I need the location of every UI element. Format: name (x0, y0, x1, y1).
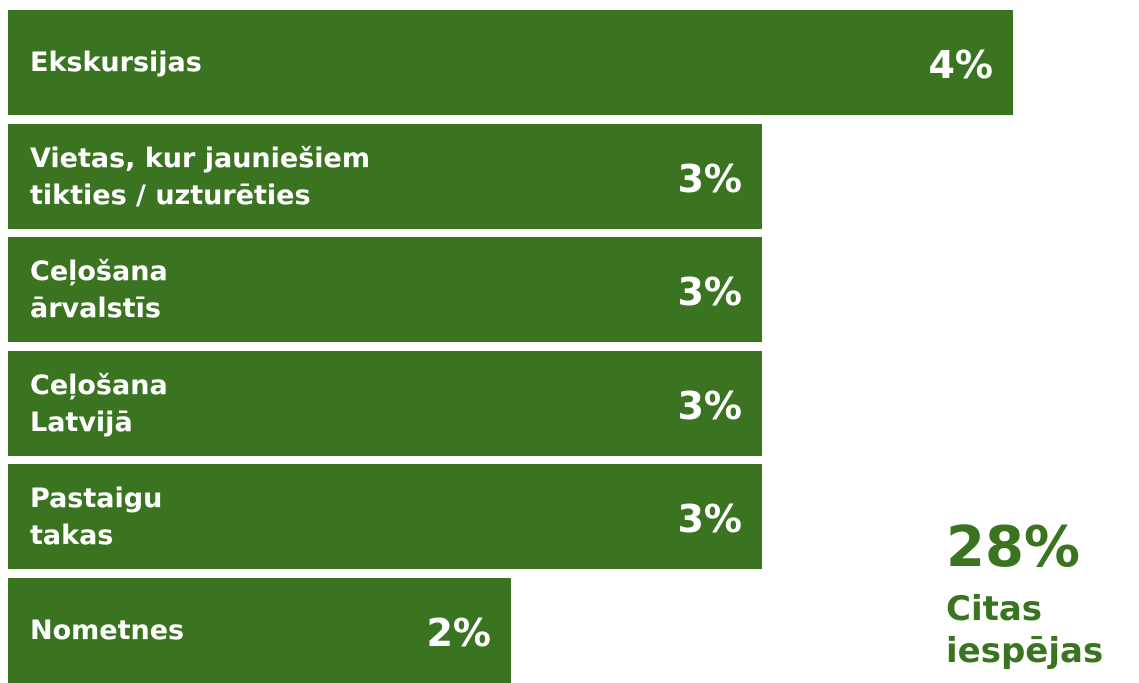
bar-value-6: 2% (426, 611, 491, 655)
bar-3 (8, 237, 762, 342)
bar-label-4: Ceļošana Latvijā (30, 369, 168, 438)
bar-label-6: Nometnes (30, 615, 185, 646)
bar-2 (8, 124, 762, 229)
bar-1 (8, 10, 1013, 115)
bar-value-1: 4% (928, 43, 993, 87)
bar-value-2: 3% (677, 157, 742, 201)
bar-label-5: Pastaigu takas (30, 482, 163, 551)
other-options-value: 28% (946, 515, 1081, 580)
bar-label-2: Vietas, kur jauniešiem tikties / uzturēt… (30, 142, 370, 211)
bar-value-5: 3% (677, 497, 742, 541)
other-options-label: Citas iespējas (946, 589, 1104, 671)
bar-label-3: Ceļošana ārvalstīs (30, 255, 168, 324)
bar-5 (8, 464, 762, 569)
bar-6 (8, 578, 511, 683)
bar-4 (8, 351, 762, 456)
bar-value-3: 3% (677, 270, 742, 314)
bar-label-1: Ekskursijas (30, 47, 202, 78)
bar-value-4: 3% (677, 384, 742, 428)
